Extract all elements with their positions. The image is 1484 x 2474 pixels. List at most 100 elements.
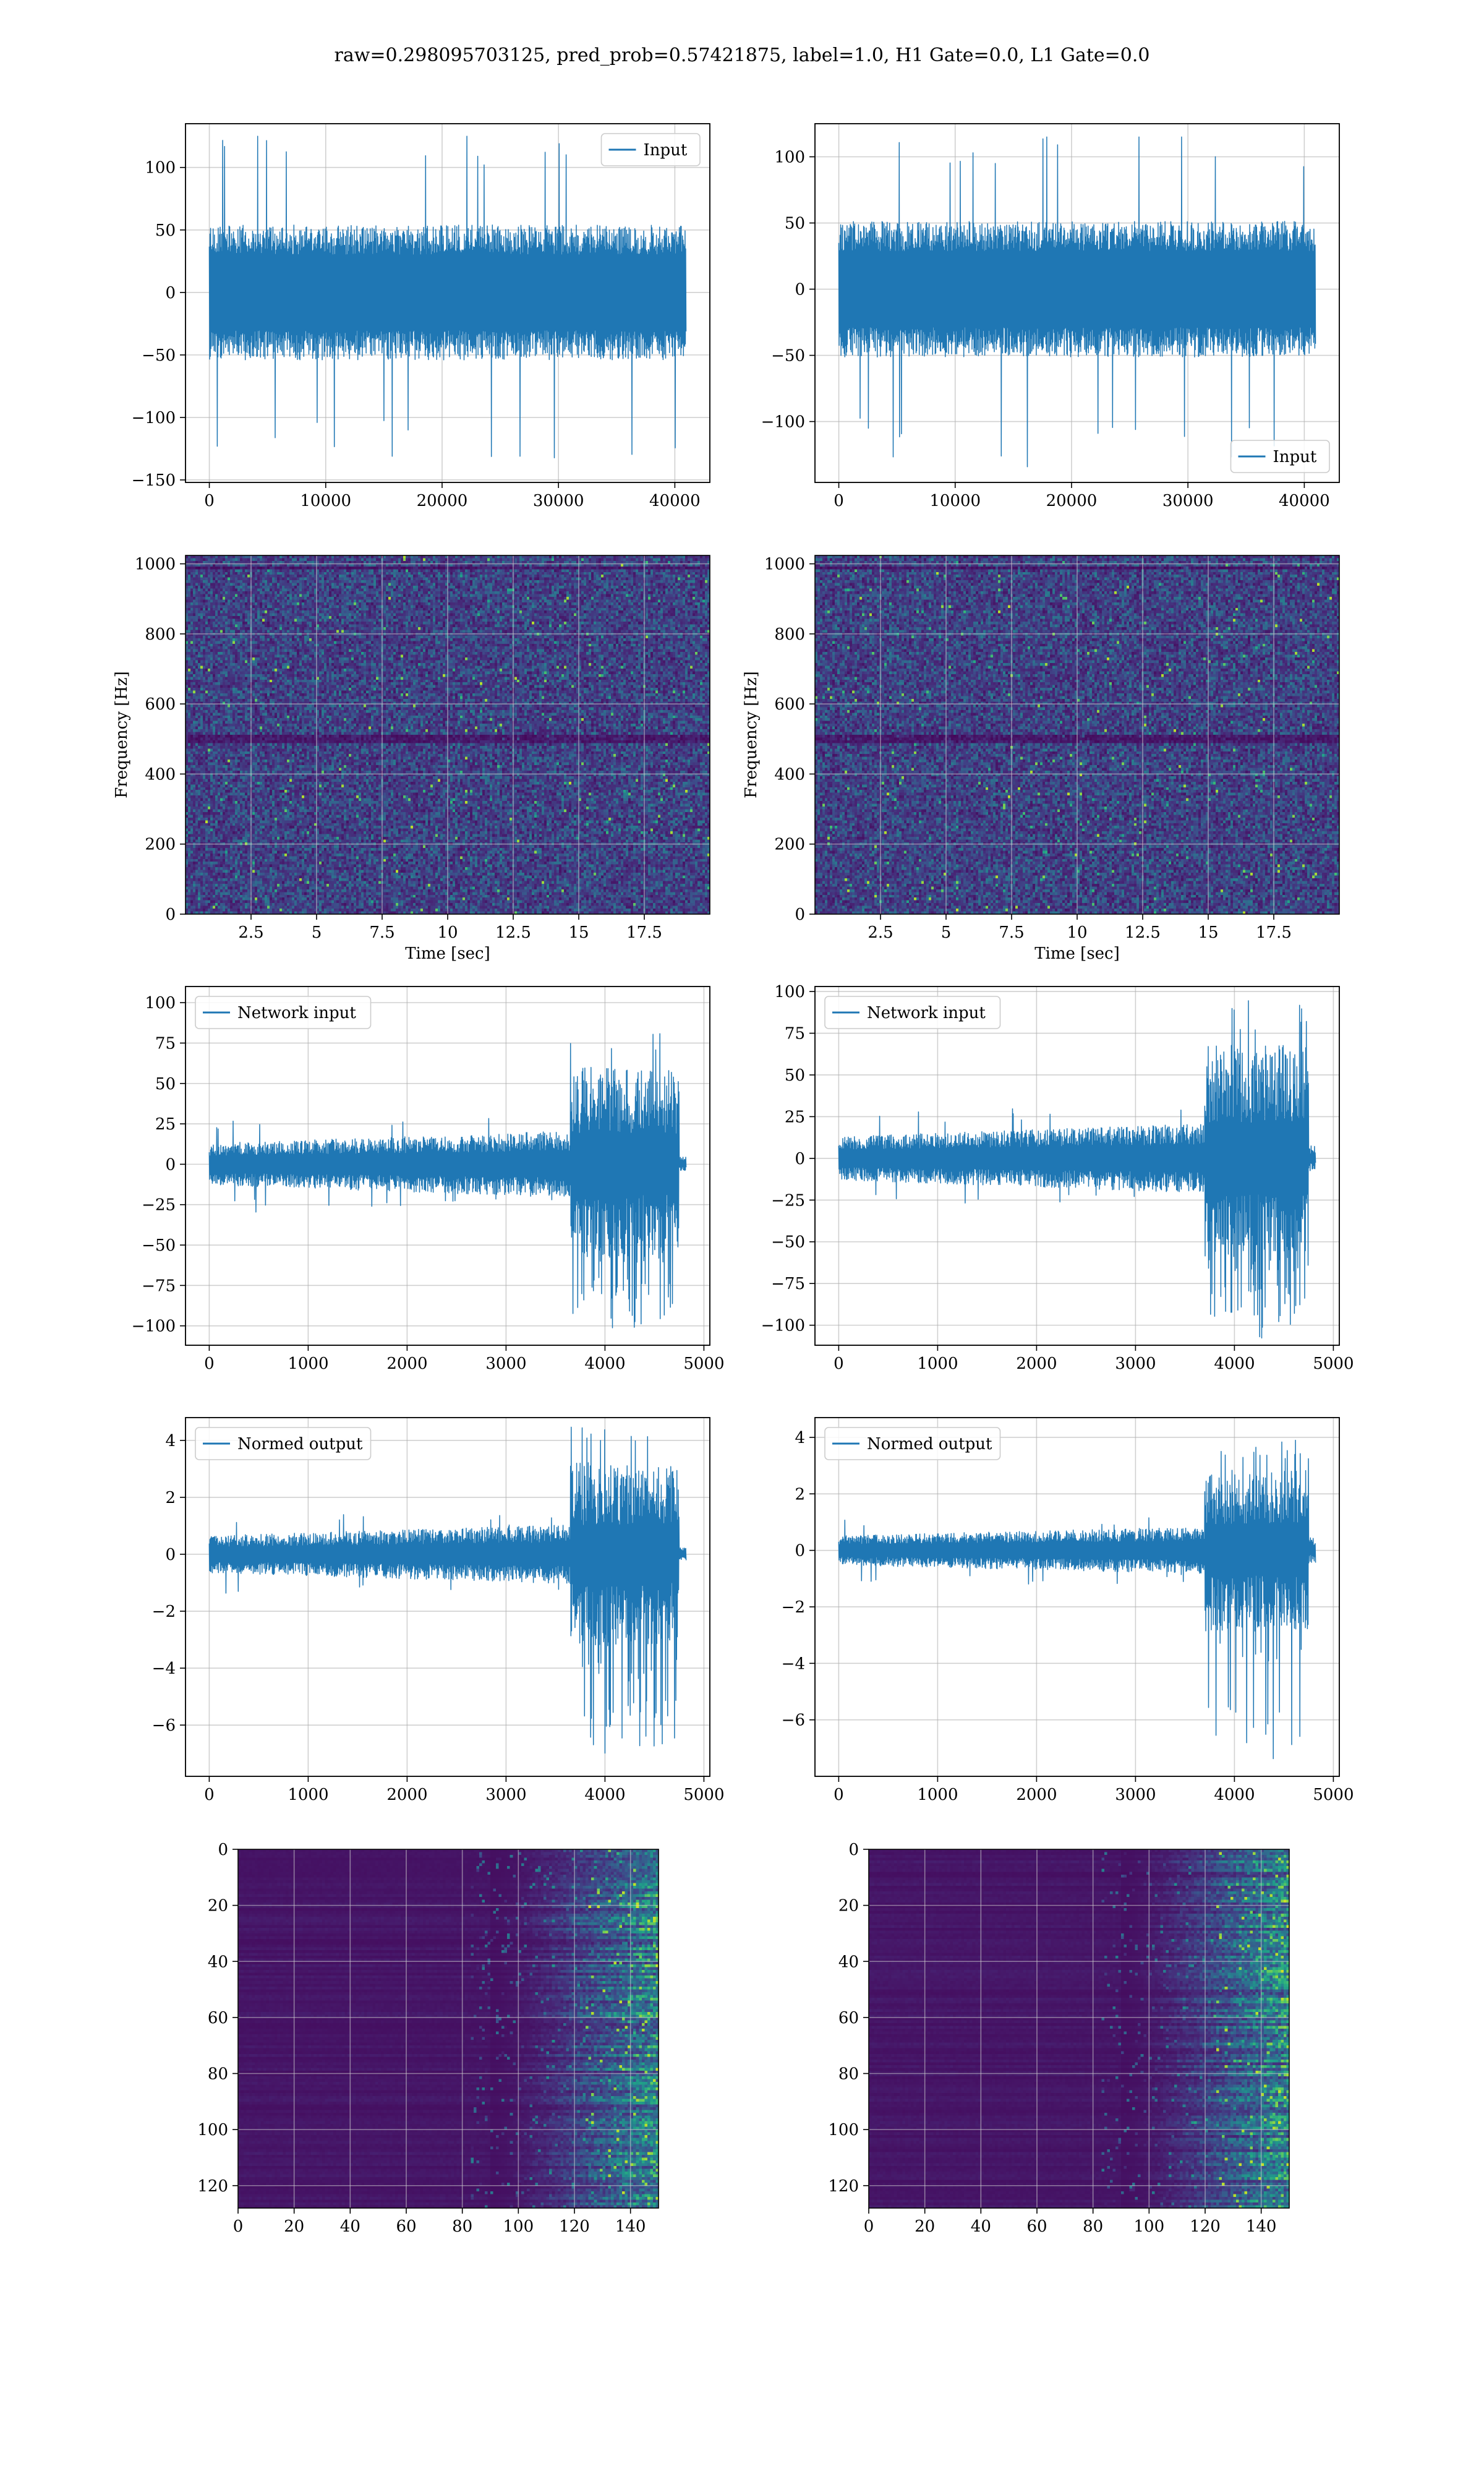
y-tick-label: 60 — [838, 2009, 859, 2027]
axes-frame-top — [185, 986, 710, 1346]
y-tick-label: −2 — [782, 1598, 805, 1617]
y-tick-label: 100 — [774, 983, 805, 1001]
x-tick-label: 10000 — [300, 492, 351, 510]
y-tick-label: −100 — [761, 413, 805, 432]
x-tick-label: 5000 — [683, 1786, 724, 1804]
y-tick-label: 80 — [838, 2065, 859, 2084]
y-tick-label: 60 — [208, 2009, 228, 2027]
x-tick-label: 5000 — [1313, 1355, 1354, 1373]
x-tick-label: 60 — [396, 2217, 416, 2236]
y-tick-label: −4 — [782, 1654, 805, 1673]
legend-box — [824, 1427, 1001, 1460]
legend: Input — [1230, 440, 1330, 473]
y-tick-label: 4 — [795, 1429, 805, 1447]
y-tick-label: 0 — [165, 1546, 176, 1564]
x-tick-label: 20 — [915, 2217, 935, 2236]
y-axis-label: Frequency [Hz] — [742, 671, 761, 798]
y-tick-label: 0 — [795, 281, 805, 299]
x-tick-label: 17.5 — [626, 923, 662, 942]
y-tick-label: 50 — [155, 221, 176, 240]
y-tick-label: 50 — [155, 1075, 176, 1094]
heatmap-image — [238, 1849, 659, 2208]
y-tick-label: 50 — [785, 1066, 805, 1085]
legend: Normed output — [195, 1427, 372, 1460]
x-tick-label: 0 — [834, 1355, 844, 1373]
chart-l1-network-input: 0 1000 2000 3000 4000 5000 −100 −75 −50 −25 0 25 50 7… — [761, 983, 1354, 1373]
y-tick-label: 100 — [145, 159, 176, 178]
chart-h1-input: 0 10000 20000 30000 40000 −150 −100 −50 0 50 100 In… — [132, 123, 710, 510]
x-tick-label: 40000 — [1279, 492, 1330, 510]
x-axis-label: Time [sec] — [405, 944, 490, 963]
x-tick-label: 60 — [1026, 2217, 1047, 2236]
y-tick-label: −150 — [132, 471, 176, 490]
y-tick-label: 40 — [208, 1953, 228, 1971]
y-tick-label: 40 — [838, 1953, 859, 1971]
x-tick-label: 1000 — [917, 1355, 958, 1373]
y-tick-label: 600 — [145, 695, 176, 714]
y-tick-label: 2 — [795, 1485, 805, 1504]
y-tick-label: 100 — [774, 148, 805, 167]
legend-box — [600, 133, 701, 166]
x-tick-label: 15 — [568, 923, 589, 942]
x-tick-label: 17.5 — [1256, 923, 1292, 942]
plot-area — [815, 1418, 1339, 1776]
x-tick-label: 7.5 — [999, 923, 1024, 942]
x-tick-label: 5 — [312, 923, 322, 942]
y-tick-label: 0 — [795, 1542, 805, 1560]
y-tick-label: 2 — [165, 1489, 176, 1507]
y-tick-label: 120 — [828, 2177, 859, 2196]
x-tick-label: 5000 — [1313, 1786, 1354, 1804]
y-tick-label: 25 — [785, 1108, 805, 1126]
x-tick-label: 100 — [1134, 2217, 1165, 2236]
x-tick-label: 5000 — [683, 1355, 724, 1373]
x-tick-label: 20000 — [417, 492, 468, 510]
heatmap-image — [869, 1849, 1289, 2208]
chart-h1-normed-output: 0 1000 2000 3000 4000 5000 −6 −4 −2 0 2 4 Normed out… — [152, 1417, 724, 1804]
axes-frame-top — [814, 1417, 1340, 1777]
x-tick-label: 20 — [284, 2217, 304, 2236]
x-tick-label: 40 — [340, 2217, 360, 2236]
x-tick-label: 4000 — [584, 1355, 625, 1373]
x-tick-label: 100 — [503, 2217, 534, 2236]
x-tick-label: 5 — [941, 923, 952, 942]
y-tick-label: 100 — [197, 2121, 228, 2139]
x-tick-label: 140 — [615, 2217, 646, 2236]
y-tick-label: −25 — [771, 1191, 805, 1210]
y-tick-label: −50 — [142, 1236, 176, 1255]
y-tick-label: 1000 — [135, 555, 176, 574]
y-tick-label: −75 — [771, 1275, 805, 1293]
y-tick-label: 20 — [838, 1897, 859, 1915]
y-tick-label: 800 — [145, 625, 176, 644]
axes-frame-top — [185, 1417, 710, 1777]
x-tick-label: 12.5 — [1125, 923, 1161, 942]
x-tick-label: 0 — [834, 1786, 844, 1804]
x-tick-label: 80 — [452, 2217, 472, 2236]
chart-l1-input: 0 10000 20000 30000 40000 −100 −50 0 50 100 Input — [761, 123, 1340, 510]
y-tick-label: 200 — [774, 836, 805, 854]
y-tick-label: 1000 — [764, 555, 805, 574]
x-tick-label: 20000 — [1046, 492, 1098, 510]
y-tick-label: 0 — [848, 1841, 859, 1859]
x-tick-label: 120 — [559, 2217, 590, 2236]
axes-frame-top — [814, 123, 1340, 483]
x-tick-label: 30000 — [533, 492, 584, 510]
x-tick-label: 0 — [204, 1355, 215, 1373]
y-tick-label: −6 — [152, 1716, 176, 1735]
series-line — [208, 135, 687, 459]
legend: Network input — [195, 996, 372, 1029]
x-tick-label: 120 — [1190, 2217, 1221, 2236]
x-tick-label: 2000 — [1016, 1355, 1057, 1373]
y-tick-label: 0 — [165, 905, 176, 924]
y-tick-label: −75 — [142, 1277, 176, 1295]
y-tick-label: 25 — [155, 1115, 176, 1134]
x-tick-label: 80 — [1083, 2217, 1103, 2236]
x-tick-label: 0 — [233, 2217, 244, 2236]
legend-box — [824, 996, 1001, 1029]
x-tick-label: 40000 — [649, 492, 701, 510]
y-tick-label: 400 — [774, 765, 805, 784]
y-tick-label: −6 — [782, 1711, 805, 1730]
x-tick-label: 10 — [1067, 923, 1087, 942]
x-tick-label: 3000 — [485, 1355, 526, 1373]
y-tick-label: 0 — [218, 1841, 228, 1859]
y-tick-label: 120 — [197, 2177, 228, 2196]
